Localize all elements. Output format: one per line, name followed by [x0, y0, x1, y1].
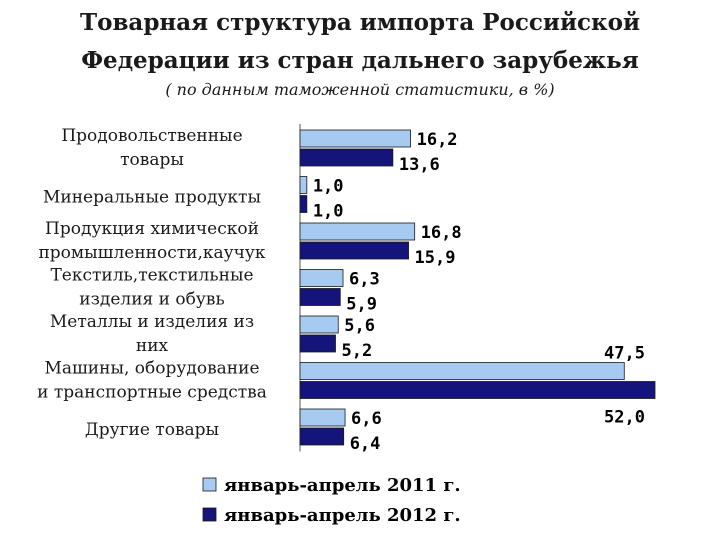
data-label: 5,2: [342, 341, 373, 361]
chart-title-line-1: Товарная структура импорта Российской: [79, 9, 641, 36]
bar: [299, 288, 341, 306]
bar: [299, 269, 344, 287]
data-label: 13,6: [399, 155, 440, 175]
bar: [299, 427, 345, 446]
data-label: 1,0: [313, 202, 344, 222]
chart-title-line-2: Федерации из стран дальнего зарубежья: [81, 47, 639, 74]
data-label: 15,9: [415, 248, 456, 268]
category-label: Продукция химической промышленности,каучу…: [38, 219, 265, 263]
bar: [299, 129, 411, 148]
data-label: 6,3: [349, 270, 380, 290]
category-label: Минеральные продукты: [43, 188, 261, 208]
bar: [299, 195, 308, 213]
legend-label: январь-апрель 2011 г.: [224, 475, 461, 496]
bar: [299, 408, 346, 427]
bar: [299, 334, 336, 353]
data-label: 5,6: [344, 316, 375, 336]
bar: [299, 381, 656, 399]
category-label: Другие товары: [85, 420, 219, 440]
legend-swatch: [202, 507, 217, 522]
category-label: Продовольственные товары: [61, 126, 242, 170]
legend-swatch: [202, 477, 217, 492]
bar: [299, 176, 308, 194]
data-label: 52,0: [604, 408, 645, 428]
data-label: 5,9: [346, 295, 377, 315]
bar: [299, 362, 625, 380]
bar: [299, 222, 416, 241]
bar: [299, 148, 394, 167]
data-label: 47,5: [604, 344, 645, 364]
data-label: 16,2: [417, 130, 458, 150]
data-label: 1,0: [313, 177, 344, 197]
data-label: 6,4: [350, 434, 381, 454]
bar: [299, 241, 409, 260]
chart-subtitle: ( по данным таможенной статистики, в %): [165, 80, 555, 99]
category-label: Текстиль,текстильные изделия и обувь: [50, 266, 253, 310]
data-label: 6,6: [351, 409, 382, 429]
bar: [299, 315, 339, 334]
legend-label: январь-апрель 2012 г.: [224, 505, 461, 526]
category-label: Машины, оборудование и транспортные средс…: [37, 359, 267, 403]
category-label: Металлы и изделия из них: [50, 312, 254, 356]
data-label: 16,8: [421, 223, 462, 243]
